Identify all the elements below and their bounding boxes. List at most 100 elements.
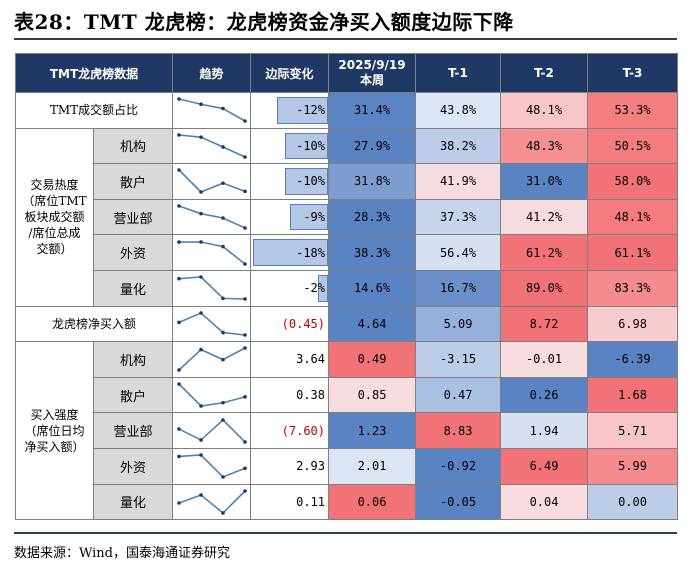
sparkline-point [220,511,225,515]
sparkline-path [178,454,245,479]
marginal-change-cell: 2.93 [250,447,330,485]
sparkline-point [176,368,181,373]
group-share: TMT成交额占比 [14,92,174,129]
header-t1: T-1 [415,53,502,93]
value-t2: 48.3% [500,127,589,165]
value-current-week: 0.85 [328,376,417,414]
sparkline-point [220,216,225,220]
sparkline-point [242,346,247,351]
sparkline-point [176,382,181,386]
value-t1: 43.8% [415,92,502,129]
sparkline-point [198,102,203,107]
header-trend: 趋势 [172,53,252,93]
group-buy-strength: 买入强度 （席位日均 净买入额） [15,341,94,521]
value-t3: -6.39 [587,341,679,378]
value-current-week: 14.6% [328,269,417,307]
sparkline [176,489,247,515]
sparkline-point [176,320,181,325]
marginal-change-value: 3.64 [296,352,326,367]
trend-cell [172,163,252,200]
trend-cell [172,447,252,485]
row-label: 外资 [92,447,174,485]
sparkline-point [220,107,225,111]
value-t1: 38.2% [415,127,502,165]
sparkline-path [177,383,245,407]
trend-cell [172,127,252,165]
table-row: 散户 0.38 0.85 0.47 0.26 1.68 [16,376,679,414]
sparkline [176,311,247,337]
row-label: 外资 [92,234,174,271]
sparkline-point [198,239,203,244]
sparkline [176,453,247,480]
value-t2: 31.0% [500,163,589,200]
value-t1: 5.09 [415,305,502,343]
value-t1: 56.4% [415,234,502,271]
marginal-change-cell: 3.64 [250,341,330,378]
sparkline-point [176,168,181,173]
header-t2: T-2 [500,53,589,93]
sparkline [176,97,247,124]
row-label: 机构 [92,341,174,378]
trend-cell [172,483,252,521]
header-data: TMT龙虎榜数据 [14,53,174,93]
value-t1: 41.9% [415,163,502,200]
trend-cell [172,341,252,378]
sparkline-point [198,135,203,139]
value-t1: 37.3% [415,198,502,236]
sparkline-path [178,205,245,229]
marginal-bar [317,274,329,302]
marginal-change-value: -10% [296,138,326,153]
marginal-bar [289,203,329,231]
trend-cell [172,376,252,414]
marginal-change-value: -12% [296,103,326,118]
value-current-week: 31.8% [328,163,417,200]
row-label: 量化 [92,269,174,307]
row-label: 机构 [92,127,174,165]
group-label-line: /席位总成 [28,226,81,241]
header-row: TMT龙虎榜数据 趋势 边际变化 2025/9/19 本周 T-1 T-2 T-… [14,53,679,93]
marginal-change-cell: -10% [250,163,330,200]
marginal-change-cell: 0.11 [250,483,330,521]
row-label: 量化 [92,483,174,521]
table-row: 买入强度 （席位日均 净买入额） 机构 3.64 0.49 -3.15 -0.01 -6.39 [15,341,679,521]
marginal-bar [285,168,329,195]
marginal-bar [252,239,329,266]
sparkline-point [242,297,247,302]
value-current-week: 0.06 [328,483,417,521]
value-current-week: 4.64 [328,305,417,343]
marginal-change-value: (0.45) [281,316,326,331]
sparkline-path [177,169,245,194]
sparkline-point [242,333,247,337]
value-t3: 1.68 [587,376,679,414]
sparkline-point [176,239,181,244]
marginal-change-value: 0.38 [296,388,326,403]
trend-cell [172,234,252,271]
sparkline-point [242,439,247,444]
sparkline-point [176,133,181,137]
sparkline-point [242,119,247,124]
group-label-line: （席位日均 [24,423,85,438]
value-t3: 58.0% [587,163,679,200]
marginal-change-value: -2% [303,281,326,296]
bottom-rule [14,532,677,534]
group-label-line: 板块成交额 [24,210,85,225]
sparkline-point [198,437,203,442]
trend-cell [172,92,252,129]
sparkline-point [220,358,225,362]
marginal-change-value: (7.60) [281,423,326,438]
table-row: TMT成交额占比 -12% 31.4% 43.8% 48.1% 53.3% [14,92,679,129]
sparkline-point [242,466,247,471]
value-current-week: 0.49 [328,341,417,378]
sparkline-point [198,190,203,195]
group-label-line: TMT成交额占比 [49,103,139,118]
value-current-week: 38.3% [328,234,417,271]
sparkline-point [242,155,247,159]
value-current-week: 1.23 [328,412,417,449]
sparkline-point [198,211,203,216]
sparkline-path [178,98,245,122]
sparkline [176,168,247,195]
sparkline-point [198,493,203,497]
table-row: 营业部 -9% 28.3% 37.3% 41.2% 48.1% [16,198,679,236]
marginal-change-cell: -9% [250,198,330,236]
sparkline-path [178,276,245,301]
